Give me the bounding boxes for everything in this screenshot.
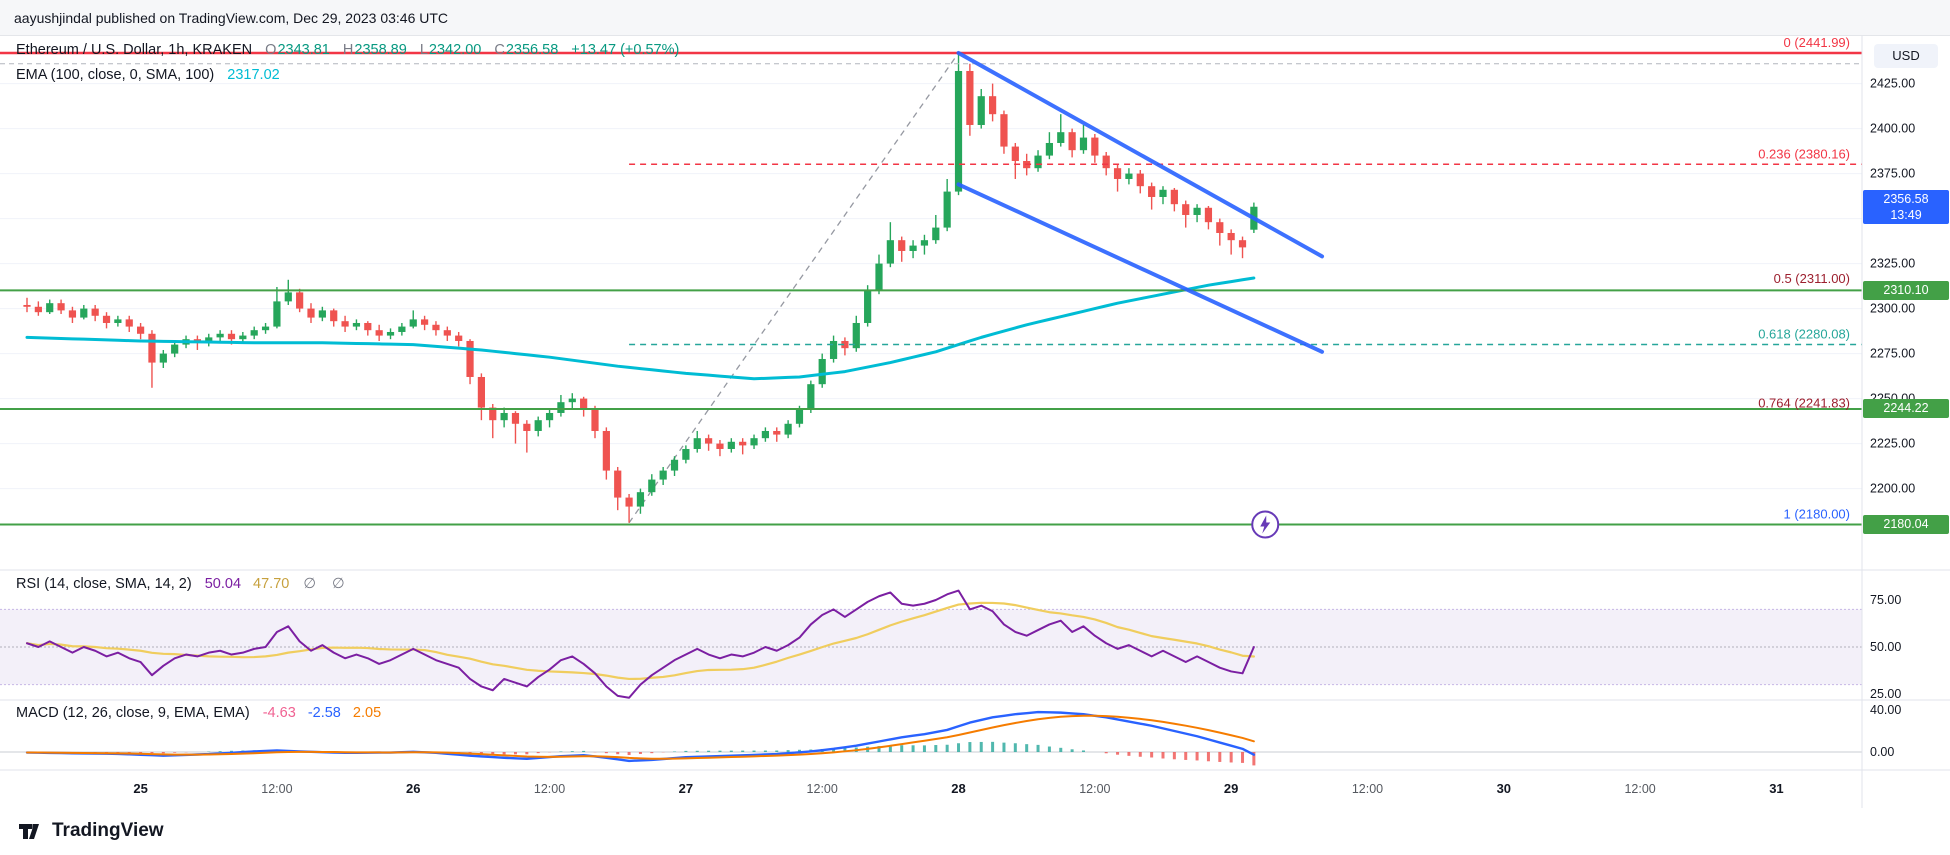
symbol-legend[interactable]: Ethereum / U.S. Dollar, 1h, KRAKEN O2343… <box>16 42 679 58</box>
main-gridlines <box>0 83 1862 490</box>
svg-text:12:00: 12:00 <box>1352 782 1383 796</box>
tradingview-logo-icon <box>19 824 39 839</box>
svg-text:2275.00: 2275.00 <box>1870 347 1915 361</box>
panel-separators <box>0 36 1950 808</box>
ema-line <box>25 276 1256 381</box>
ema-label: EMA (100, close, 0, SMA, 100) <box>16 67 215 83</box>
open-label: O <box>265 42 277 58</box>
rsi-series <box>25 589 1255 699</box>
rsi-legend[interactable]: RSI (14, close, SMA, 14, 2) 50.04 47.70 … <box>16 576 351 592</box>
svg-text:0.5 (2311.00): 0.5 (2311.00) <box>1774 271 1850 286</box>
rsi-label: RSI (14, close, SMA, 14, 2) <box>16 576 192 592</box>
svg-text:50.00: 50.00 <box>1870 640 1901 654</box>
close-value: 2356.58 <box>505 42 559 58</box>
svg-text:28: 28 <box>951 781 965 796</box>
change-value: +13.47 (+0.57%) <box>571 42 680 58</box>
svg-text:12:00: 12:00 <box>1624 782 1655 796</box>
macd-label: MACD (12, 26, close, 9, EMA, EMA) <box>16 705 250 721</box>
open-value: 2343.81 <box>277 42 330 58</box>
tradingview-logo[interactable]: TradingView <box>18 818 164 844</box>
fib-trend-line <box>628 52 960 524</box>
low-value: 2342.00 <box>428 42 482 58</box>
high-value: 2358.89 <box>354 42 407 58</box>
svg-text:2375.00: 2375.00 <box>1870 167 1915 181</box>
svg-text:2350.00: 2350.00 <box>1870 212 1915 226</box>
rsi-ma-value: 47.70 <box>253 576 290 592</box>
svg-text:2400.00: 2400.00 <box>1870 122 1915 136</box>
publish-bar: aayushjindal published on TradingView.co… <box>0 0 1950 36</box>
svg-text:2225.00: 2225.00 <box>1870 437 1915 451</box>
svg-text:40.00: 40.00 <box>1870 703 1901 717</box>
ema-value: 2317.02 <box>227 67 280 83</box>
fib-levels: 0 (2441.99) 0.236 (2380.16) 0.5 (2311.00) 0… <box>629 35 1862 522</box>
alert-icon[interactable] <box>1251 510 1280 539</box>
high-label: H <box>342 42 354 58</box>
tradingview-brand-text: TradingView <box>52 820 164 841</box>
rsi-panel <box>0 608 1862 686</box>
svg-text:2300.00: 2300.00 <box>1870 302 1915 316</box>
svg-text:1 (2180.00): 1 (2180.00) <box>1784 507 1851 522</box>
publish-text: aayushjindal published on TradingView.co… <box>14 9 449 26</box>
svg-text:2425.00: 2425.00 <box>1870 77 1915 91</box>
macd-hist-value: -4.63 <box>262 705 296 721</box>
svg-text:30: 30 <box>1497 781 1511 796</box>
macd-signal-value: 2.05 <box>352 705 382 721</box>
svg-text:0 (2441.99): 0 (2441.99) <box>1784 35 1851 50</box>
svg-text:0.618 (2280.08): 0.618 (2280.08) <box>1758 326 1850 341</box>
svg-text:12:00: 12:00 <box>1079 782 1110 796</box>
svg-text:29: 29 <box>1224 781 1238 796</box>
svg-text:0.764 (2241.83): 0.764 (2241.83) <box>1758 395 1850 410</box>
candlestick-series <box>23 53 1258 523</box>
price-axis-labels[interactable]: 2425.00 2400.00 2375.00 2350.00 2325.00 2300.… <box>1870 77 1915 759</box>
svg-text:2250.00: 2250.00 <box>1870 392 1915 406</box>
svg-text:12:00: 12:00 <box>261 782 292 796</box>
ema-legend[interactable]: EMA (100, close, 0, SMA, 100) 2317.02 <box>16 67 280 83</box>
svg-text:26: 26 <box>406 781 420 796</box>
horizontal-level-lines <box>0 51 1862 526</box>
svg-text:25: 25 <box>133 781 147 796</box>
svg-text:0.236 (2380.16): 0.236 (2380.16) <box>1758 146 1850 161</box>
currency-text: USD <box>1892 48 1920 63</box>
time-axis[interactable]: 25 12:00 26 12:00 27 12:00 28 12:00 29 12:00 30 12:… <box>133 781 1783 796</box>
svg-text:2200.00: 2200.00 <box>1870 482 1915 496</box>
descending-channel <box>956 50 1325 354</box>
svg-text:75.00: 75.00 <box>1870 593 1901 607</box>
macd-legend[interactable]: MACD (12, 26, close, 9, EMA, EMA) -4.63 … <box>16 705 381 721</box>
currency-label[interactable]: USD <box>1874 44 1938 68</box>
svg-text:27: 27 <box>679 781 693 796</box>
close-label: C <box>494 42 505 58</box>
svg-text:2325.00: 2325.00 <box>1870 257 1915 271</box>
macd-series <box>25 710 1256 766</box>
svg-text:12:00: 12:00 <box>807 782 838 796</box>
svg-text:31: 31 <box>1769 781 1783 796</box>
rsi-value: 50.04 <box>204 576 242 592</box>
svg-text:12:00: 12:00 <box>534 782 565 796</box>
svg-text:0.00: 0.00 <box>1870 745 1894 759</box>
svg-text:25.00: 25.00 <box>1870 687 1901 701</box>
symbol-title: Ethereum / U.S. Dollar, 1h, KRAKEN <box>16 42 253 58</box>
low-label: L <box>419 42 428 58</box>
rsi-extra-values: ∅ ∅ <box>303 576 351 592</box>
macd-value: -2.58 <box>307 705 341 721</box>
